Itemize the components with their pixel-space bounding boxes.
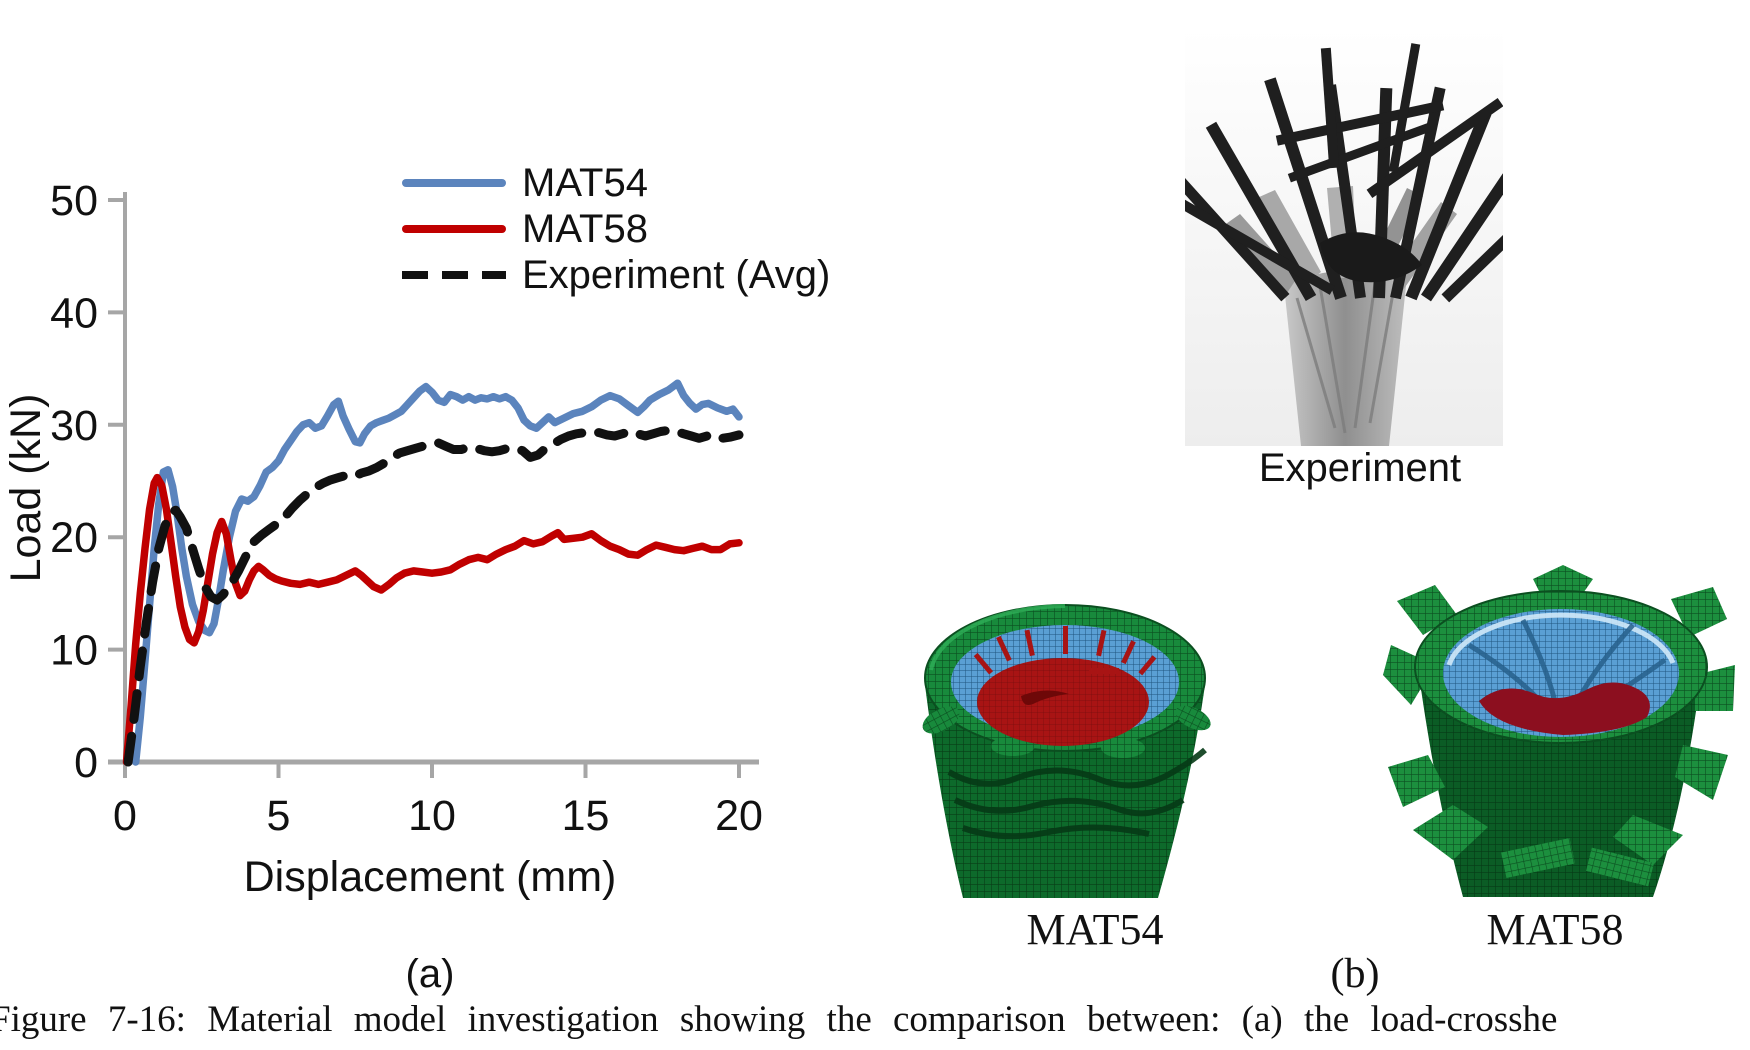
tube-base: [1284, 271, 1406, 446]
x-tick-label-20: 20: [715, 792, 763, 840]
series-mat54: [131, 379, 743, 766]
rim-petals: [1383, 565, 1735, 887]
x-axis-title: Displacement (mm): [243, 853, 617, 901]
y-tick-label-30: 30: [50, 402, 98, 450]
legend-item-mat58: MAT58: [402, 206, 830, 252]
x-tick-label-5: 5: [267, 792, 291, 840]
chart-series: [122, 379, 744, 767]
chart-legend: MAT54 MAT58 Experiment (Avg): [402, 160, 830, 298]
x-tick-label-10: 10: [408, 792, 456, 840]
experiment-dashed-swatch-icon: [402, 271, 506, 279]
figure-caption: Figure 7-16: Material model investigatio…: [0, 999, 1558, 1040]
mat58-image-label: MAT58: [1486, 905, 1624, 954]
tube-streaks: [1295, 282, 1395, 434]
legend-label-mat58: MAT58: [522, 206, 648, 251]
load-displacement-chart: 0 10 20 30 40 50 0 5 10 15 20: [50, 177, 763, 840]
x-tick-label-15: 15: [562, 792, 610, 840]
red-crush-floor: [1479, 682, 1650, 735]
chart-axes: 0 10 20 30 40 50 0 5 10 15 20: [50, 177, 763, 840]
ply-cracks: [973, 626, 1157, 676]
series-experiment-avg-: [123, 425, 744, 767]
crush-wrinkles: [947, 747, 1207, 840]
panel-a-label: (a): [405, 952, 455, 996]
red-crush-floor: [977, 658, 1149, 746]
legend-label-experiment: Experiment (Avg): [522, 252, 831, 297]
legend-item-mat54: MAT54: [402, 160, 830, 206]
experiment-image-label: Experiment: [1258, 446, 1462, 490]
floor-swirl: [1021, 690, 1069, 705]
series-mat58: [122, 473, 743, 766]
bowl-rim-highlight: [1446, 612, 1676, 666]
y-tick-label-20: 20: [50, 514, 98, 562]
legend-item-experiment: Experiment (Avg): [402, 252, 830, 298]
mat54-simulation-image: [922, 604, 1211, 898]
black-fronds: [1185, 43, 1503, 303]
experiment-photo: [1185, 28, 1503, 446]
x-tick-label-0: 0: [113, 792, 137, 840]
mat58-simulation-image: [1383, 565, 1735, 897]
y-tick-label-0: 0: [74, 739, 98, 787]
y-tick-label-10: 10: [50, 627, 98, 675]
mat54-image-label: MAT54: [1026, 905, 1164, 954]
rim-highlight: [929, 604, 1066, 671]
y-tick-label-50: 50: [50, 177, 98, 225]
panel-b-label: (b): [1330, 951, 1380, 997]
y-axis-title: Load (kN): [2, 393, 50, 583]
legend-label-mat54: MAT54: [522, 160, 648, 205]
y-tick-label-40: 40: [50, 289, 98, 337]
mat58-line-swatch-icon: [402, 225, 506, 233]
rim-debris: [922, 705, 1211, 758]
mat54-line-swatch-icon: [402, 179, 506, 187]
